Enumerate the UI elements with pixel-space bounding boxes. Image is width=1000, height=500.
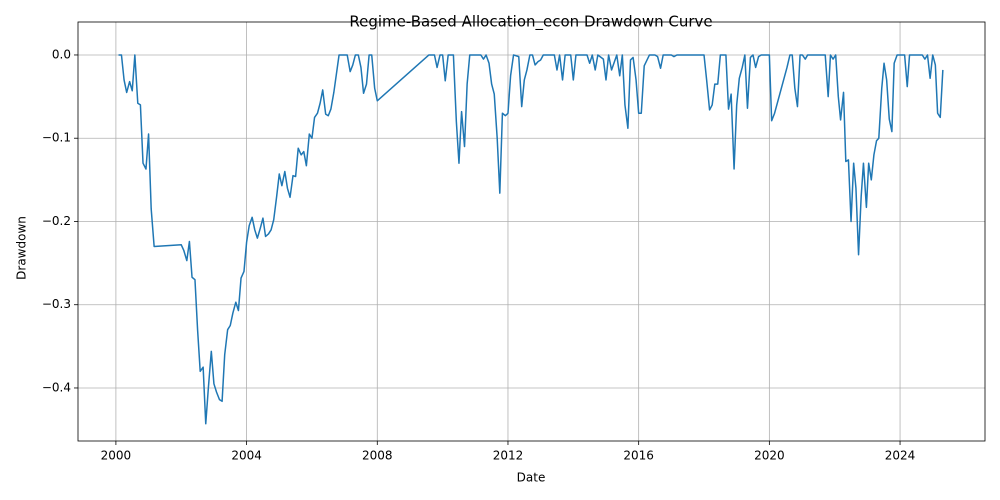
- y-tick-label: −0.4: [42, 380, 71, 394]
- y-axis-label: Drawdown: [15, 216, 29, 280]
- y-tick-label: −0.1: [42, 131, 71, 145]
- y-tick-label: −0.3: [42, 297, 71, 311]
- x-axis-label: Date: [517, 471, 546, 485]
- x-tick-label: 2000: [101, 449, 132, 463]
- x-tick-label: 2004: [231, 449, 262, 463]
- x-tick-label: 2020: [754, 449, 785, 463]
- y-tick-label: −0.2: [42, 214, 71, 228]
- y-tick-label: 0.0: [52, 47, 71, 61]
- plot-frame: [77, 21, 986, 442]
- x-tick-label: 2024: [885, 449, 916, 463]
- line-series: [118, 54, 944, 425]
- x-tick-label: 2016: [623, 449, 654, 463]
- x-tick-label: 2008: [362, 449, 393, 463]
- x-tick-label: 2012: [493, 449, 524, 463]
